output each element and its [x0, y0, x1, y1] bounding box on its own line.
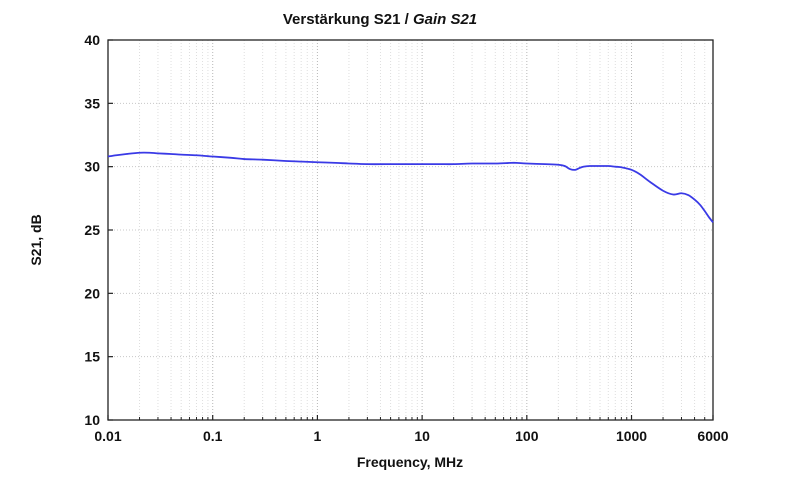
series-line-gain-s21 — [107, 151, 714, 223]
y-tick-label: 15 — [84, 349, 100, 365]
chart-title-main: Verstärkung S21 — [283, 11, 401, 28]
x-tick-label: 1000 — [616, 428, 647, 444]
y-tick-label: 40 — [84, 32, 100, 48]
y-tick-label: 25 — [84, 222, 100, 238]
series-layer — [107, 151, 714, 223]
grid-lines — [108, 40, 713, 420]
y-tick-label: 20 — [84, 285, 100, 301]
x-tick-label: 1 — [314, 428, 322, 444]
y-axis-label: S21, dB — [28, 214, 44, 265]
y-tick-label: 30 — [84, 159, 100, 175]
chart-title: Verstärkung S21 / Gain S21 — [283, 11, 477, 28]
axis-ticks: 10 15 20 25 30 35 40 0.01 0.1 1 10 100 1000 6000 — [84, 32, 728, 444]
x-tick-label: 6000 — [697, 428, 728, 444]
x-tick-label: 10 — [414, 428, 430, 444]
x-tick-label: 0.1 — [203, 428, 223, 444]
y-tick-label: 35 — [84, 95, 100, 111]
chart-title-italic: Gain S21 — [413, 11, 477, 28]
chart-title-separator: / — [400, 11, 413, 28]
x-tick-label: 0.01 — [94, 428, 121, 444]
y-tick-label: 10 — [84, 412, 100, 428]
x-axis-label: Frequency, MHz — [357, 454, 463, 470]
x-tick-label: 100 — [515, 428, 539, 444]
